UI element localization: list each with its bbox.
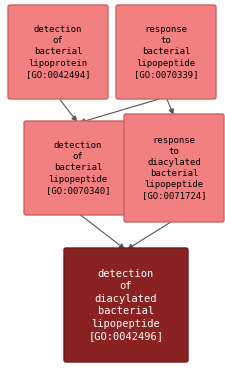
FancyBboxPatch shape <box>64 248 187 362</box>
FancyBboxPatch shape <box>24 121 131 215</box>
Text: response
to
diacylated
bacterial
lipopeptide
[GO:0071724]: response to diacylated bacterial lipopep… <box>141 136 205 200</box>
FancyBboxPatch shape <box>115 5 215 99</box>
FancyBboxPatch shape <box>124 114 223 222</box>
Text: response
to
bacterial
lipopeptide
[GO:0070339]: response to bacterial lipopeptide [GO:00… <box>133 25 197 79</box>
Text: detection
of
diacylated
bacterial
lipopeptide
[GO:0042496]: detection of diacylated bacterial lipope… <box>88 269 163 341</box>
Text: detection
of
bacterial
lipoprotein
[GO:0042494]: detection of bacterial lipoprotein [GO:0… <box>26 25 90 79</box>
FancyBboxPatch shape <box>8 5 108 99</box>
Text: detection
of
bacterial
lipopeptide
[GO:0070340]: detection of bacterial lipopeptide [GO:0… <box>45 141 110 195</box>
